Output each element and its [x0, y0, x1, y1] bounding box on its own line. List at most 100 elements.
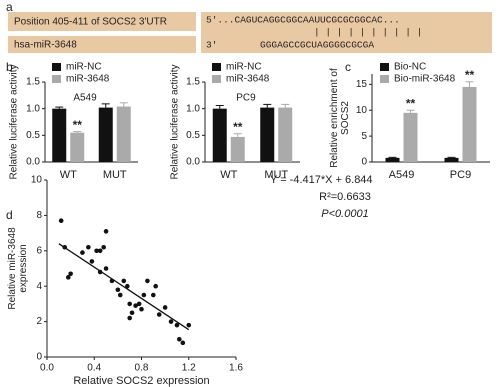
y-tick-label: 0.0 — [26, 157, 40, 168]
legend-label: miR-NC — [66, 62, 102, 73]
point — [133, 303, 138, 308]
mirna-end: 3' — [206, 40, 217, 51]
y-tick-label: 6 — [36, 245, 42, 256]
point — [94, 248, 99, 254]
point — [145, 278, 150, 284]
point — [168, 319, 174, 324]
x-tick-label: PC9 — [450, 169, 471, 181]
y-tick-label: 0.0 — [186, 157, 200, 168]
point — [153, 283, 158, 289]
y-axis-label: Relative miR-3648 — [7, 227, 18, 310]
y-tick-label: 1.5 — [186, 77, 200, 88]
x-tick-label: WT — [220, 169, 237, 181]
subtitle: PC9 — [236, 93, 256, 104]
x-tick-label: MUT — [103, 169, 127, 181]
y-tick-label: 0 — [36, 352, 42, 363]
target-sequence: 5'...CAGUCAGGCGGCAAUUCGCGCGGCAC... — [206, 15, 400, 26]
point — [162, 305, 168, 310]
point — [97, 248, 103, 254]
legend-swatch — [380, 75, 389, 83]
point — [103, 266, 109, 271]
y-axis-label: expression — [18, 244, 29, 292]
pairing: | | | | | | | | | | — [314, 27, 422, 38]
point — [117, 292, 123, 298]
point — [121, 278, 127, 284]
bar — [403, 112, 418, 162]
x-tick-label: 1.6 — [229, 363, 243, 374]
bar — [462, 86, 477, 162]
legend-swatch — [212, 75, 221, 83]
annotation: P<0.0001 — [321, 208, 368, 220]
point — [180, 340, 186, 346]
legend-label: miR-3648 — [66, 74, 110, 85]
utr-label: Position 405-411 of SOCS2 3'UTR — [14, 17, 167, 28]
point — [136, 301, 142, 307]
y-tick-label: 0 — [361, 157, 367, 168]
point — [127, 315, 132, 321]
point — [129, 310, 135, 316]
legend-swatch — [212, 63, 221, 71]
point — [65, 275, 71, 280]
y-axis-label: SOCS2 — [340, 101, 351, 135]
point — [177, 337, 182, 342]
y-tick-label: 1.0 — [26, 103, 40, 114]
bar — [98, 107, 113, 162]
legend-label: miR-3648 — [226, 74, 270, 85]
panel-label: c — [345, 60, 351, 74]
point — [151, 292, 156, 298]
panel-label: d — [6, 208, 13, 222]
panel-label: b — [6, 60, 13, 74]
bar — [230, 136, 245, 162]
bar — [278, 107, 293, 162]
bar — [385, 157, 400, 162]
x-tick-label: MUT — [264, 169, 288, 181]
point — [101, 244, 106, 250]
bar — [70, 132, 85, 162]
point — [89, 259, 95, 264]
sequence-box — [8, 36, 196, 53]
point — [68, 271, 73, 277]
point — [103, 229, 109, 234]
x-tick-label: A549 — [389, 169, 415, 181]
point — [186, 322, 192, 328]
legend-label: miR-NC — [226, 62, 262, 73]
y-tick-label: 1.0 — [186, 103, 200, 114]
y-tick-label: 8 — [36, 210, 42, 221]
sequence-box — [201, 12, 492, 53]
x-tick-label: WT — [60, 169, 77, 181]
point — [139, 306, 144, 312]
annotation: R²=0.6633 — [319, 191, 371, 203]
panel-label: a — [6, 0, 13, 14]
sequence-box — [8, 12, 196, 31]
y-axis-label: Relative luciferase activity — [170, 64, 181, 179]
y-tick-label: 0.5 — [186, 130, 200, 141]
significance: ** — [73, 118, 83, 132]
y-tick-label: 1.5 — [26, 77, 40, 88]
subtitle: A549 — [73, 93, 97, 104]
bar — [260, 107, 275, 162]
point — [174, 322, 180, 328]
legend-swatch — [52, 75, 61, 83]
legend-label: Bio-NC — [394, 62, 426, 73]
point — [115, 287, 121, 293]
bar — [444, 157, 459, 162]
bar — [116, 106, 131, 162]
x-tick-label: 0.0 — [40, 363, 54, 374]
point — [58, 218, 64, 224]
y-axis-label: Relative enrichment of — [329, 68, 340, 168]
point — [80, 250, 85, 255]
y-tick-label: 0.5 — [26, 130, 40, 141]
legend-swatch — [52, 63, 61, 71]
x-axis-label: Relative SOCS2 expression — [73, 375, 209, 387]
y-tick-label: 15 — [356, 79, 368, 90]
legend-label: Bio-miR-3648 — [394, 74, 456, 85]
y-tick-label: 2 — [36, 316, 42, 327]
point — [86, 244, 91, 250]
y-tick-label: 10 — [31, 175, 43, 186]
y-axis-label: Relative luciferase activity — [9, 64, 20, 179]
significance: ** — [233, 120, 243, 134]
y-tick-label: 5 — [361, 131, 367, 142]
mirna-sequence: GGGAGCCGCUAGGGGCGCGA — [260, 40, 374, 51]
significance: ** — [406, 96, 416, 110]
